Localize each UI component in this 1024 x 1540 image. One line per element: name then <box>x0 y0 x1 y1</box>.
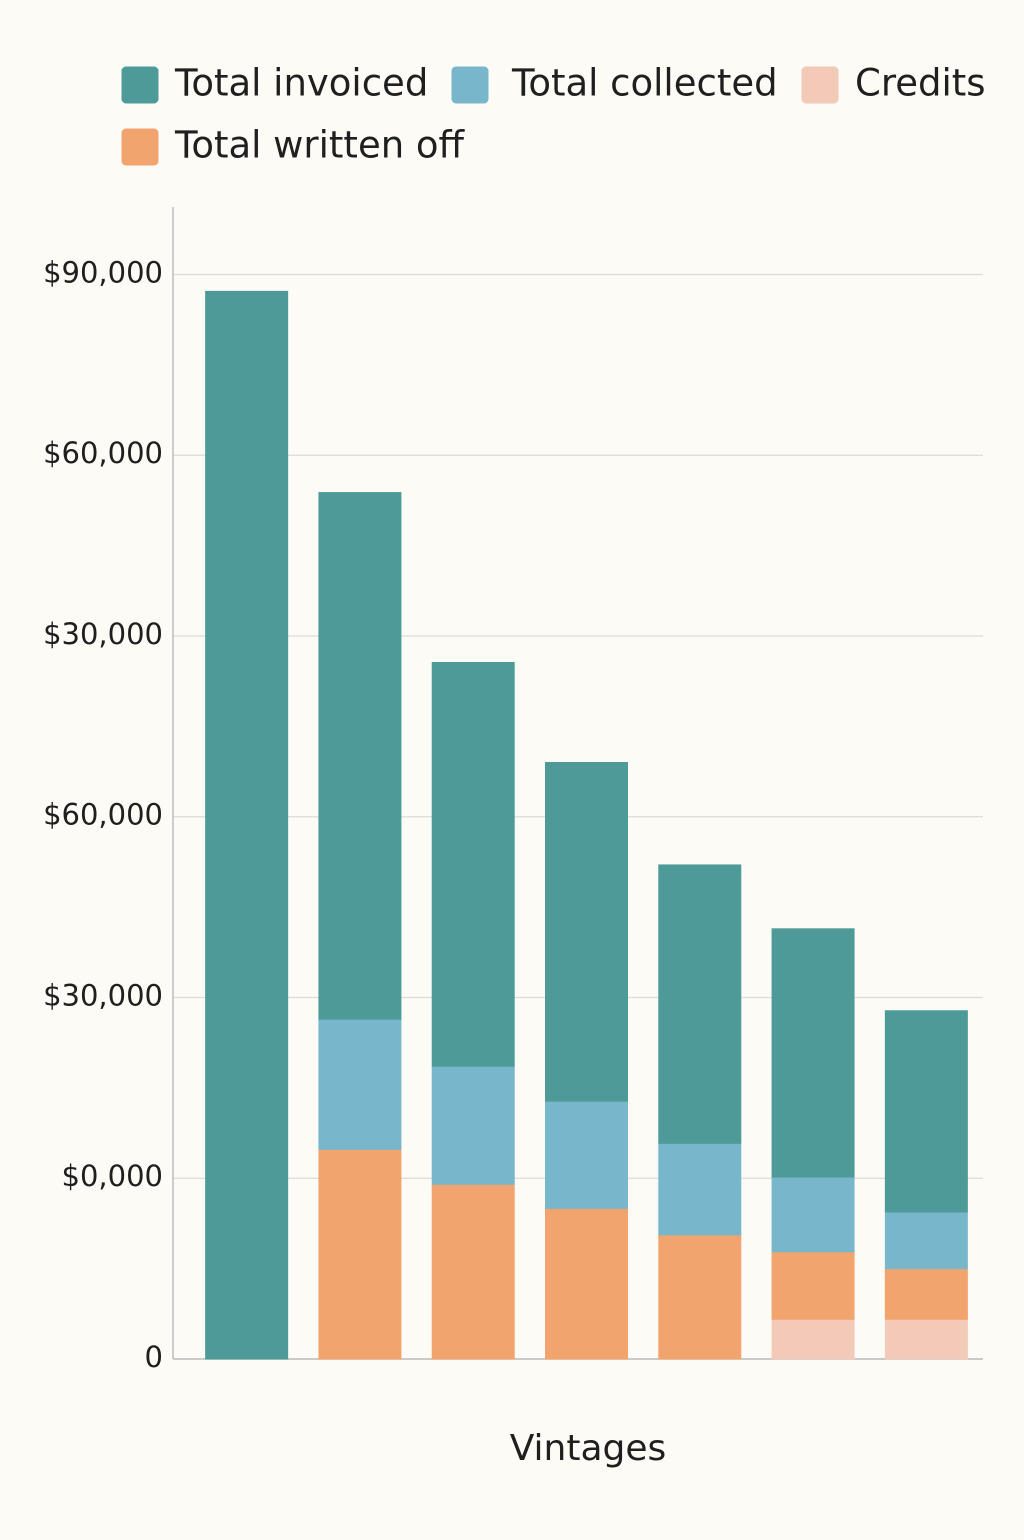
y-tick-label: $30,000 <box>43 978 163 1012</box>
y-tick-label: $60,000 <box>43 798 163 832</box>
bar-segment <box>771 1251 855 1320</box>
legend-swatch <box>451 66 489 104</box>
bar-segment <box>545 1207 628 1360</box>
bar-segment <box>318 492 402 1020</box>
legend-label: Total collected <box>511 62 778 105</box>
y-tick-label: $30,000 <box>43 617 163 651</box>
bar-segment <box>205 290 289 1360</box>
bar-segment <box>771 928 855 1178</box>
bar-segment <box>431 1183 515 1360</box>
legend-label: Credits <box>855 62 986 105</box>
y-tick-label: $0,000 <box>62 1159 163 1193</box>
bar-segment <box>545 762 628 1102</box>
bar-segment <box>884 1268 968 1320</box>
bar-segment <box>431 661 515 1067</box>
legend-swatch <box>801 66 839 104</box>
bar-segment <box>884 1318 968 1360</box>
legend-swatch <box>121 66 159 104</box>
bar-segment <box>658 864 742 1144</box>
bar-segment <box>658 1234 742 1360</box>
y-tick-label: 0 <box>145 1340 163 1374</box>
bar-segment <box>658 1142 742 1236</box>
bar-segment <box>771 1318 855 1360</box>
bar-segment <box>318 1018 402 1150</box>
bar-segment <box>545 1100 628 1209</box>
y-tick-label: $90,000 <box>43 255 163 289</box>
legend-label: Total written off <box>174 124 466 167</box>
bar-segment <box>431 1065 515 1185</box>
bar-segment <box>771 1176 855 1253</box>
bar-segment <box>318 1148 402 1360</box>
y-tick-label: $60,000 <box>43 436 163 470</box>
bar-segment <box>884 1010 968 1213</box>
x-axis-title: Vintages <box>510 1428 667 1469</box>
legend-label: Total invoiced <box>174 62 428 105</box>
legend-swatch <box>121 128 159 166</box>
bar-segment <box>884 1211 968 1270</box>
